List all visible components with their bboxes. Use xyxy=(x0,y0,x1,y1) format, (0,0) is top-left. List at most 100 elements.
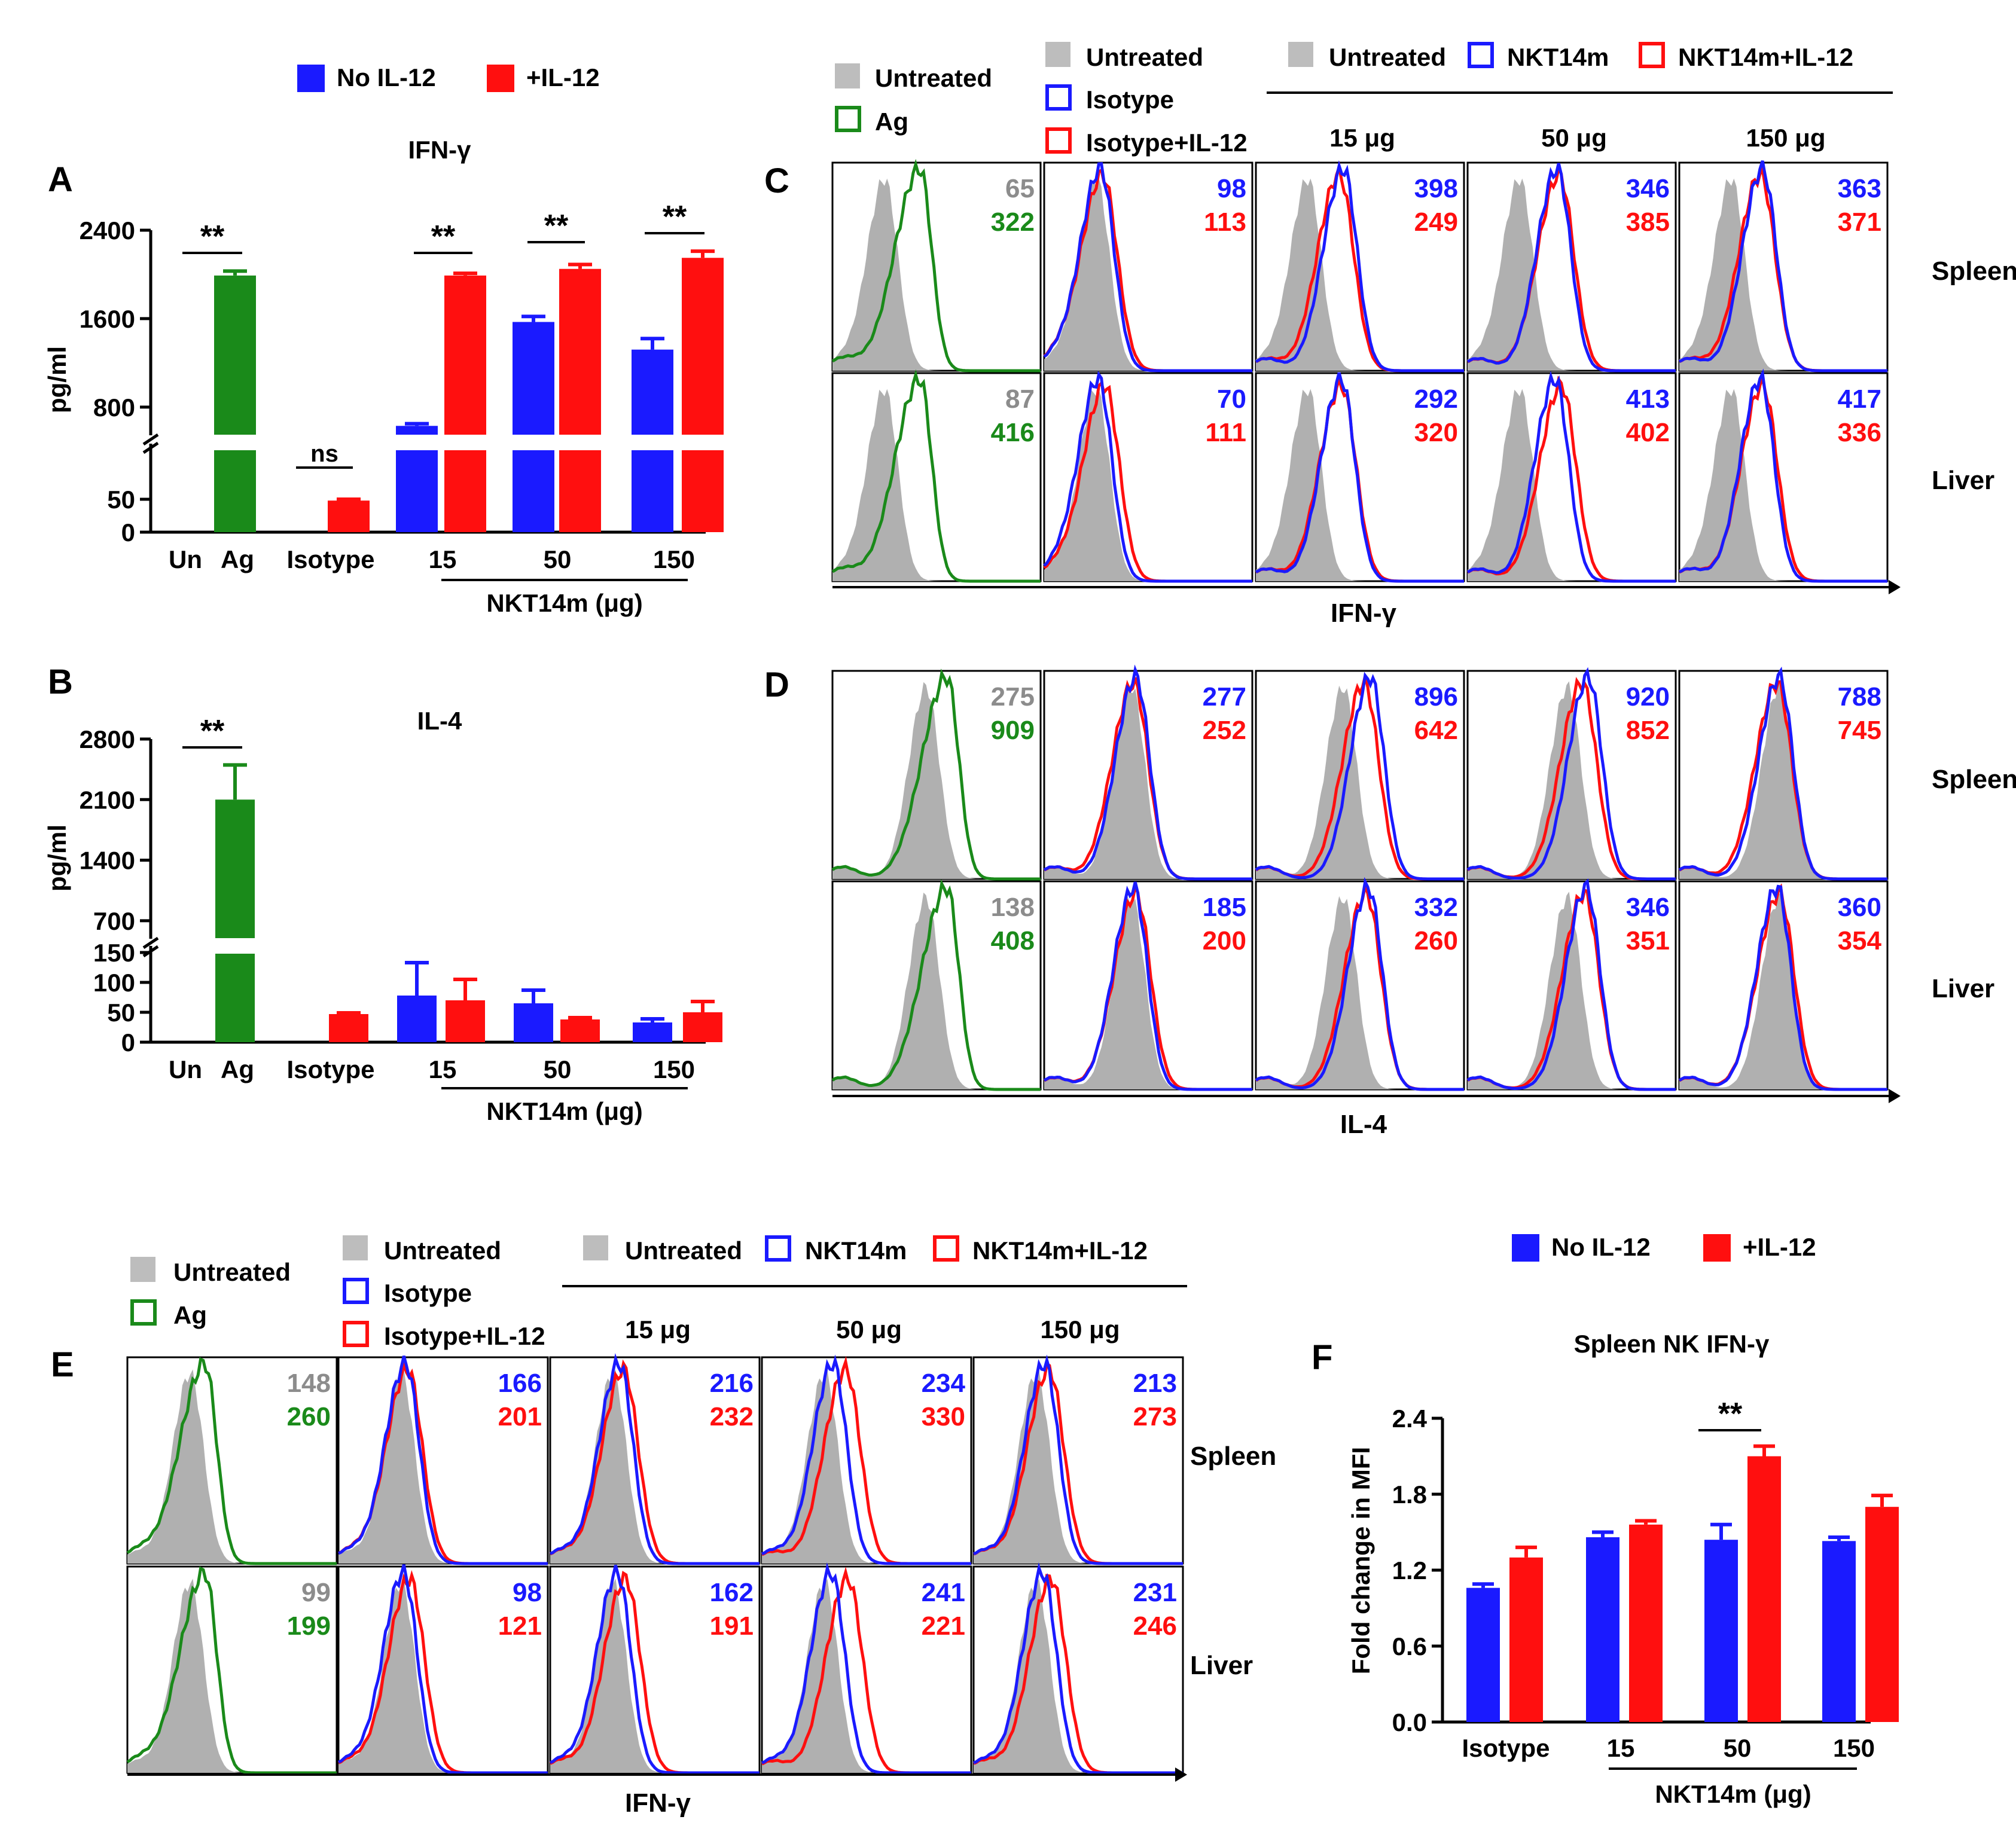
bar xyxy=(1466,1587,1500,1722)
row-label: Liver xyxy=(1932,466,1994,495)
x-tick-label: Isotype xyxy=(1462,1734,1550,1762)
histogram-no-il12-line xyxy=(1043,162,1252,373)
mfi-value: 213 xyxy=(1133,1369,1177,1398)
mfi-value: 320 xyxy=(1414,418,1458,447)
bar-break-gap xyxy=(681,435,725,450)
x-tick-label: 15 xyxy=(1607,1734,1635,1762)
legend-label-nkt14m-il12: NKT14m+IL-12 xyxy=(1678,43,1853,71)
panel-c: C Untreated Ag Untreated Isotype Isotype… xyxy=(764,42,2016,628)
histogram-no-il12-line xyxy=(550,1565,760,1775)
bar xyxy=(1629,1524,1663,1722)
mfi-value: 363 xyxy=(1838,174,1881,203)
legend-swatch-untreated xyxy=(1045,42,1070,67)
x-axis-label: IFN-γ xyxy=(625,1788,691,1818)
mfi-value: 162 xyxy=(710,1578,754,1607)
row-label: Liver xyxy=(1932,974,1994,1003)
y-tick-label: 1400 xyxy=(80,847,135,875)
x-axis-label: IFN-γ xyxy=(1331,599,1397,628)
x-tick-label: Ag xyxy=(221,1055,254,1083)
axis-break-mark xyxy=(142,433,159,446)
significance-label: ** xyxy=(544,209,569,243)
mfi-value: 852 xyxy=(1626,716,1670,745)
row-label: Spleen xyxy=(1932,765,2016,794)
bar-break-gap xyxy=(214,938,256,954)
mfi-value: 413 xyxy=(1626,384,1670,414)
bar xyxy=(1586,1537,1619,1722)
histogram-ag-line xyxy=(126,1357,337,1565)
x-group-label: NKT14m (μg) xyxy=(486,1097,642,1125)
mfi-value: 330 xyxy=(922,1402,965,1431)
histogram-untreated-fill xyxy=(832,178,1041,371)
mfi-value: 87 xyxy=(1005,384,1035,414)
mfi-value: 99 xyxy=(301,1578,331,1607)
mfi-value: 371 xyxy=(1838,207,1881,237)
histogram-ag-line xyxy=(831,879,1041,1091)
legend-swatch-isotype-il12 xyxy=(343,1321,369,1347)
y-axis-label: Fold change in MFI xyxy=(1347,1447,1375,1674)
histogram-untreated-fill xyxy=(338,1579,548,1773)
legend-swatch-nkt14m xyxy=(1468,42,1494,68)
histogram-no-il12-line xyxy=(1043,664,1252,881)
chart-title: IL-4 xyxy=(417,707,462,735)
histogram-ag-line xyxy=(831,158,1041,373)
mfi-value: 246 xyxy=(1133,1611,1177,1641)
legend-label-isotype: Isotype xyxy=(1086,86,1174,114)
histogram-untreated-fill xyxy=(1044,896,1252,1089)
bar xyxy=(328,500,370,532)
dose-label: 15 μg xyxy=(625,1315,691,1344)
y-tick-label: 1.2 xyxy=(1392,1556,1427,1584)
x-tick-label: 15 xyxy=(429,1055,457,1083)
histogram-no-il12-line xyxy=(1255,160,1464,373)
bar xyxy=(214,275,256,532)
legend-swatch-nkt14m-il12 xyxy=(1639,42,1665,68)
histogram-no-il12-line xyxy=(550,1353,760,1565)
panel-e: E Untreated Ag Untreated Isotype Isotype… xyxy=(51,1235,1276,1818)
panel-letter: D xyxy=(764,665,789,704)
mfi-value: 417 xyxy=(1838,384,1881,414)
mfi-value: 398 xyxy=(1414,174,1458,203)
histogram-no-il12-line xyxy=(1043,371,1252,583)
mfi-value: 199 xyxy=(287,1611,331,1641)
mfi-value: 346 xyxy=(1626,174,1670,203)
legend-swatch-isotype xyxy=(343,1278,369,1304)
dose-label: 150 μg xyxy=(1040,1315,1120,1344)
histogram-untreated-fill xyxy=(762,1369,971,1564)
dose-label: 15 μg xyxy=(1329,124,1395,152)
histogram-box xyxy=(1043,670,1253,880)
mfi-value: 336 xyxy=(1838,418,1881,447)
histogram-untreated-fill xyxy=(1468,892,1676,1089)
y-tick-label: 2100 xyxy=(80,786,135,814)
row-label: Spleen xyxy=(1932,257,2016,286)
legend-swatch-ag xyxy=(130,1299,157,1326)
x-tick-label: Ag xyxy=(221,545,254,573)
histogram-untreated-fill xyxy=(832,389,1041,581)
y-tick-label: 150 xyxy=(93,939,135,967)
y-tick-label: 100 xyxy=(93,969,135,997)
legend-label-untreated: Untreated xyxy=(384,1237,501,1265)
mfi-value: 351 xyxy=(1626,926,1670,955)
histogram-no-il12-line xyxy=(1255,372,1464,583)
mfi-value: 252 xyxy=(1203,716,1246,745)
bar xyxy=(215,799,255,1042)
mfi-value: 896 xyxy=(1414,682,1458,712)
panel-d: D 275 909 277 252 896 642 920 852 788 745 138 408 18… xyxy=(764,664,2016,1139)
bar-chart-a: 0 50 800 1600 2400 Un Ag Isotype 15 50 150 ** ns ** **… xyxy=(80,200,725,573)
y-axis-label: pg/ml xyxy=(43,825,71,892)
bar xyxy=(683,1012,722,1042)
histogram-no-il12-line xyxy=(1678,666,1887,881)
mfi-value: 322 xyxy=(991,207,1035,237)
legend-label-untreated: Untreated xyxy=(173,1258,291,1286)
histogram-untreated-fill xyxy=(1044,389,1252,581)
histogram-no-il12-line xyxy=(1043,881,1252,1091)
mfi-value: 408 xyxy=(991,926,1035,955)
legend-swatch-no-il12 xyxy=(297,65,325,92)
mfi-value: 260 xyxy=(1414,926,1458,955)
panel-letter: E xyxy=(51,1345,74,1384)
x-axis-label: IL-4 xyxy=(1340,1110,1387,1139)
x-tick-label: 150 xyxy=(653,1055,695,1083)
y-tick-label: 0.0 xyxy=(1392,1708,1427,1736)
y-tick-label: 1600 xyxy=(80,305,135,333)
mfi-value: 191 xyxy=(710,1611,754,1641)
legend-swatch-untreated xyxy=(835,63,860,88)
x-tick-label: 50 xyxy=(1724,1734,1752,1762)
